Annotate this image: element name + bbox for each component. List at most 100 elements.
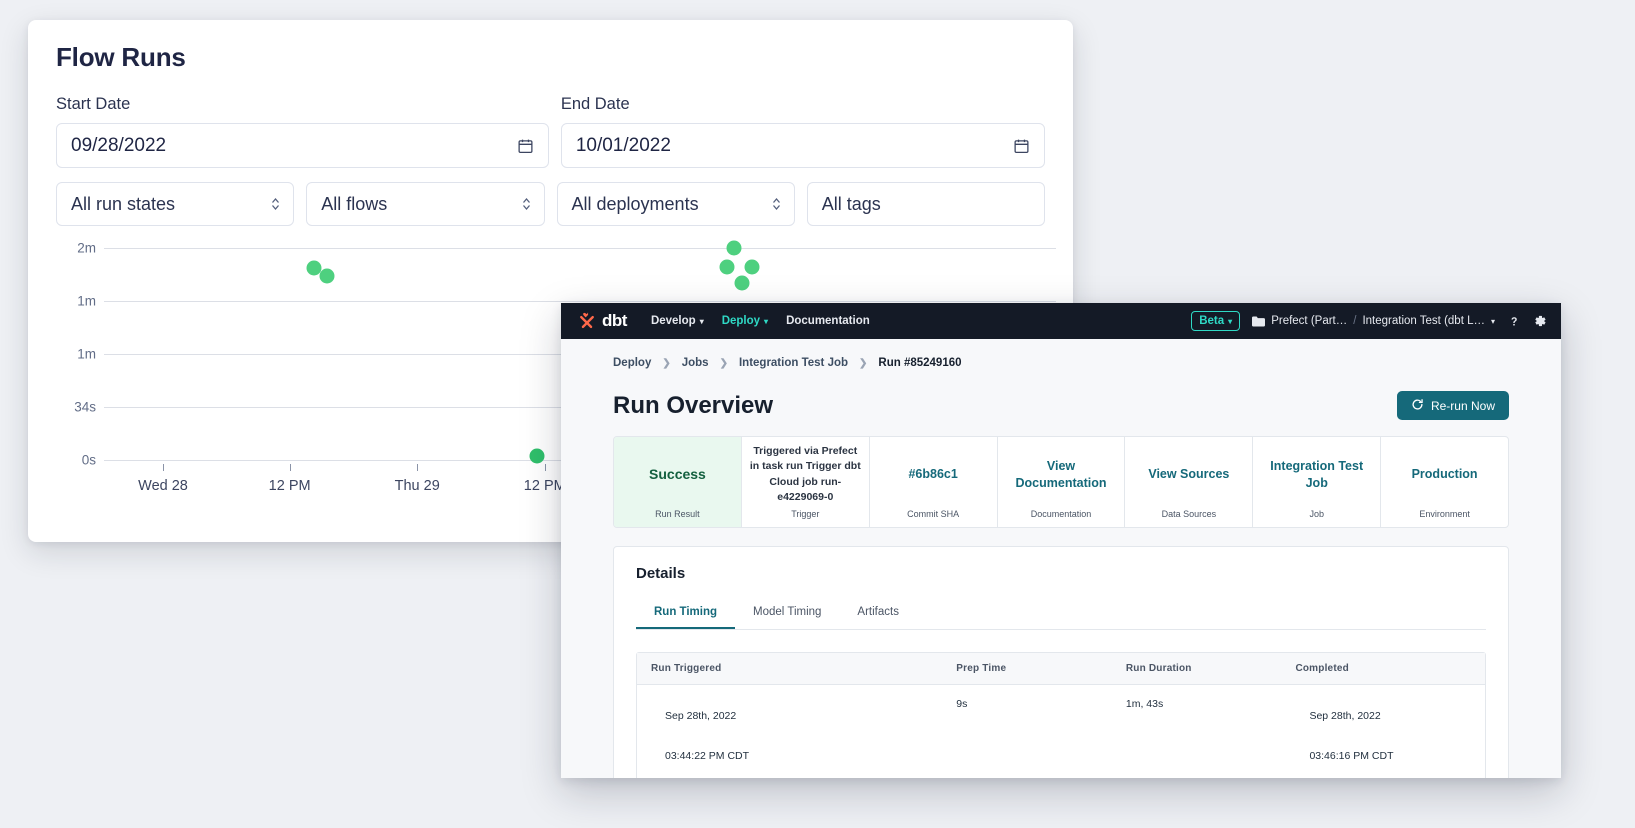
details-title: Details — [636, 565, 686, 582]
details-tab[interactable]: Model Timing — [753, 606, 822, 618]
chevron-down-icon: ▾ — [764, 316, 769, 326]
nav-item-documentation-label: Documentation — [786, 315, 870, 327]
run-summary-cards: Success Run Result Triggered via Prefect i… — [613, 436, 1509, 528]
breadcrumb-separator-icon: ❯ — [859, 357, 868, 369]
chart-data-point[interactable] — [726, 240, 742, 256]
question-mark-icon[interactable] — [1507, 314, 1521, 328]
summary-card-label: Run Result — [655, 509, 700, 519]
page-title: Flow Runs — [56, 42, 186, 72]
rerun-now-button[interactable]: Re-run Now — [1396, 391, 1509, 420]
deployments-select[interactable]: All deployments — [556, 182, 795, 226]
y-axis-labels: 2m 1m 1m 34s 0s — [56, 241, 96, 468]
rerun-now-label: Re-run Now — [1430, 398, 1495, 413]
gear-icon[interactable] — [1533, 314, 1547, 328]
completed-time: 03:46:16 PM CDT — [1309, 749, 1394, 762]
account-name: Prefect (Part… — [1271, 315, 1348, 327]
calendar-icon[interactable] — [517, 137, 534, 154]
nav-item-develop-label: Develop — [650, 315, 696, 327]
x-axis-tick — [417, 464, 419, 471]
nav-item-documentation[interactable]: Documentation — [786, 315, 870, 327]
summary-card: Success Run Result — [614, 437, 742, 527]
summary-card-value: Production — [1411, 467, 1478, 482]
chart-data-point[interactable] — [529, 448, 545, 464]
table-header-row: Run Triggered Prep Time Run Duration Comple… — [637, 653, 1485, 685]
breadcrumb-item[interactable]: Jobs — [681, 357, 709, 369]
start-date-label: Start Date — [56, 95, 131, 113]
beta-badge[interactable]: Beta ▾ — [1191, 311, 1241, 331]
folder-icon — [1252, 316, 1266, 327]
run-overview-title: Run Overview — [613, 391, 774, 419]
nav-item-deploy-label: Deploy — [721, 315, 761, 327]
dbt-logo[interactable]: dbt — [577, 311, 627, 331]
chart-data-point[interactable] — [306, 260, 322, 276]
project-name: Integration Test (dbt L… — [1362, 315, 1485, 327]
details-tabs: Run Timing Model Timing Artifacts — [636, 600, 1486, 630]
dbt-main-content: Deploy ❯ Jobs ❯ Integration Test Job ❯ Run #85… — [561, 339, 1561, 778]
x-axis-tick — [544, 464, 546, 471]
x-axis-tick — [289, 464, 291, 471]
cell-run-duration: 1m, 43s — [1125, 698, 1164, 710]
table-column-header: Run Duration — [1125, 663, 1192, 674]
cell-prep-time: 9s — [956, 698, 968, 710]
completed-date: Sep 28th, 2022 — [1309, 710, 1381, 722]
account-project-switcher[interactable]: Prefect (Part… / Integration Test (dbt L… — [1252, 315, 1495, 327]
summary-card-value: View Documentation — [1015, 458, 1107, 490]
filter-select-row: All run states All flows All deployments… — [56, 182, 1045, 226]
details-tab[interactable]: Artifacts — [857, 606, 899, 618]
details-tab[interactable]: Run Timing — [636, 600, 736, 629]
tags-value: All tags — [821, 193, 881, 214]
y-axis-tick-label: 1m — [77, 293, 96, 309]
x-axis-tick-label: Thu 29 — [394, 478, 440, 494]
summary-card-value: View Sources — [1148, 467, 1230, 482]
summary-card-label: Trigger — [791, 509, 820, 519]
chevron-down-icon: ▾ — [699, 316, 704, 326]
chart-data-point[interactable] — [719, 259, 735, 275]
x-axis-tick-label: 12 PM — [523, 478, 566, 494]
run-timing-table: Run Triggered Prep Time Run Duration Comple… — [636, 652, 1486, 778]
breadcrumb-item[interactable]: Deploy — [613, 357, 652, 369]
page-header: Run Overview Re-run Now — [613, 391, 1509, 420]
summary-card: Triggered via Prefect in task run Trigge… — [742, 437, 870, 527]
y-axis-tick-label: 2m — [77, 240, 96, 256]
dbt-logo-text: dbt — [602, 311, 627, 330]
chevron-updown-icon — [522, 197, 531, 212]
crumb-separator: / — [1353, 315, 1357, 327]
run-states-select[interactable]: All run states — [56, 182, 295, 226]
chart-data-point[interactable] — [744, 259, 760, 275]
nav-item-deploy[interactable]: Deploy ▾ — [722, 315, 768, 327]
end-date-label: End Date — [560, 95, 630, 113]
beta-badge-label: Beta — [1199, 315, 1225, 327]
end-date-input[interactable]: 10/01/2022 — [560, 123, 1045, 168]
summary-card[interactable]: View Sources Data Sources — [1125, 437, 1254, 527]
calendar-icon[interactable] — [1013, 137, 1030, 154]
y-axis-tick-label: 1m — [77, 346, 96, 362]
chevron-down-icon: ▾ — [1228, 316, 1233, 326]
summary-card[interactable]: Integration Test Job Job — [1253, 437, 1382, 527]
table-column-header: Run Triggered — [651, 663, 722, 674]
breadcrumb-item[interactable]: Integration Test Job — [738, 357, 849, 369]
table-column-header: Completed — [1295, 663, 1349, 674]
summary-card-value: Triggered via Prefect in task run Trigge… — [749, 445, 861, 503]
chart-data-point[interactable] — [319, 268, 335, 284]
summary-card[interactable]: Production Environment — [1381, 437, 1508, 527]
y-axis-tick-label: 34s — [74, 399, 96, 415]
nav-item-develop[interactable]: Develop ▾ — [651, 315, 704, 327]
chart-data-point[interactable] — [734, 275, 750, 291]
cell-completed: Sep 28th, 2022 03:46:16 PM CDT — [1281, 685, 1485, 778]
start-date-value: 09/28/2022 — [71, 134, 167, 156]
cell-run-triggered: Sep 28th, 2022 03:44:22 PM CDT — [637, 685, 942, 778]
summary-card[interactable]: View Documentation Documentation — [998, 437, 1126, 527]
deployments-value: All deployments — [571, 193, 699, 214]
breadcrumb-item: Run #85249160 — [878, 357, 962, 369]
x-axis-tick-label: Wed 28 — [138, 478, 188, 494]
flows-value: All flows — [321, 193, 388, 214]
summary-card-label: Environment — [1419, 509, 1470, 519]
summary-card-label: Job — [1309, 509, 1324, 519]
flows-select[interactable]: All flows — [306, 182, 545, 226]
table-row: Sep 28th, 2022 03:44:22 PM CDT 9s 1m, 43… — [637, 685, 1485, 778]
chevron-updown-icon — [772, 197, 781, 212]
start-date-input[interactable]: 09/28/2022 — [56, 123, 549, 168]
tags-select[interactable]: All tags — [806, 182, 1045, 226]
summary-card[interactable]: #6b86c1 Commit SHA — [870, 437, 998, 527]
